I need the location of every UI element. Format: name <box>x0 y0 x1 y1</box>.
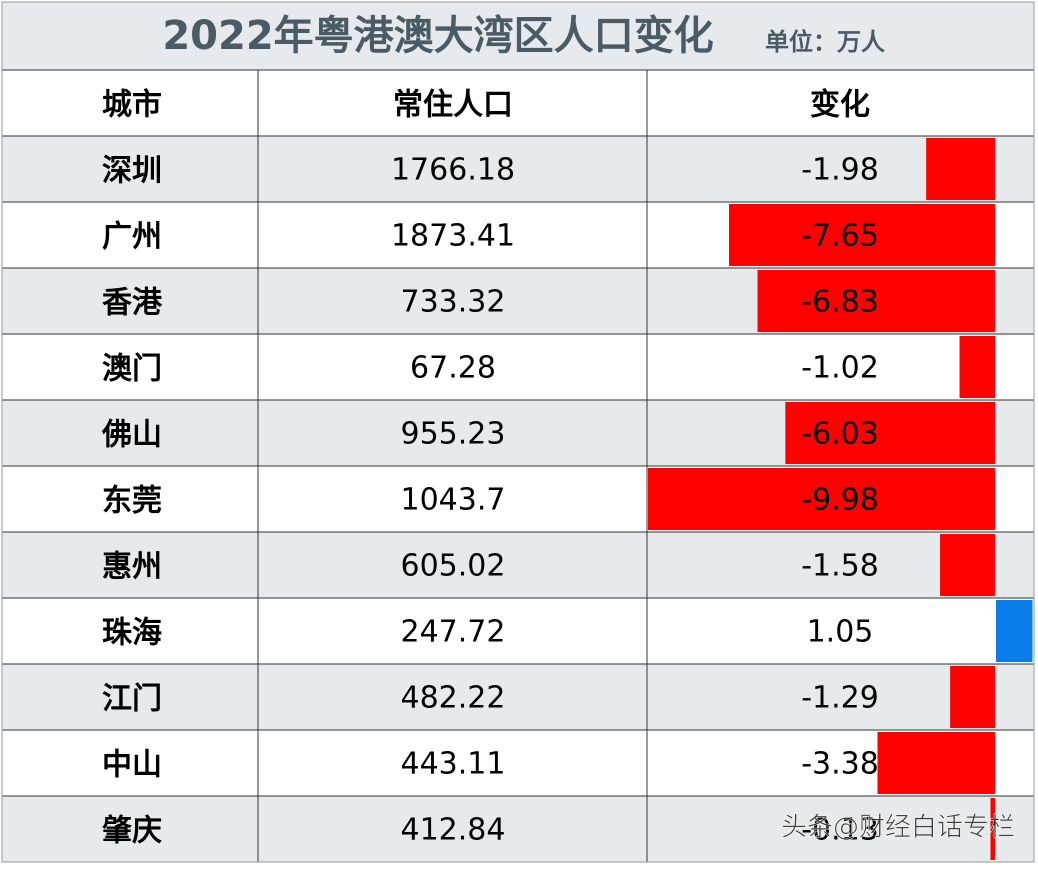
change: -7.65 <box>801 219 879 254</box>
column-header: 常住人口 <box>393 88 513 123</box>
data-bar <box>940 534 995 596</box>
city: 佛山 <box>101 418 162 453</box>
change: -1.98 <box>801 153 879 188</box>
row-band <box>2 664 1034 730</box>
data-bar <box>648 468 995 530</box>
population: 412.84 <box>401 813 506 848</box>
change: -1.58 <box>801 549 879 584</box>
population: 1766.18 <box>391 153 515 188</box>
data-bar <box>996 600 1033 662</box>
data-bar <box>950 666 995 728</box>
change: -6.03 <box>801 417 879 452</box>
change: -9.98 <box>801 483 879 518</box>
population: 482.22 <box>401 681 506 716</box>
city: 香港 <box>102 286 163 321</box>
data-bar <box>785 402 995 464</box>
column-header: 城市 <box>102 88 162 123</box>
column-header: 变化 <box>810 88 870 123</box>
data-bar <box>959 336 995 398</box>
city: 中山 <box>102 748 162 783</box>
city: 东莞 <box>102 484 162 519</box>
row-band <box>2 334 1034 400</box>
watermark: 头条@财经白话专栏 <box>781 813 1015 843</box>
city: 广州 <box>102 220 162 255</box>
unit: 单位：万人 <box>765 28 885 56</box>
population: 443.11 <box>401 747 506 782</box>
population: 67.28 <box>410 351 496 386</box>
population: 733.32 <box>401 285 506 320</box>
city: 深圳 <box>102 154 162 189</box>
row-band <box>2 730 1034 796</box>
title-band <box>2 2 1034 70</box>
city: 惠州 <box>102 550 162 585</box>
data-bar <box>990 798 995 860</box>
change: -1.02 <box>801 351 879 386</box>
city: 江门 <box>102 682 162 717</box>
population: 1043.7 <box>401 483 506 518</box>
change: 1.05 <box>807 615 874 650</box>
change: -1.29 <box>801 681 879 716</box>
row-band <box>2 598 1034 664</box>
data-bar <box>926 138 995 200</box>
city: 肇庆 <box>102 814 162 849</box>
population: 955.23 <box>401 417 506 452</box>
data-bar <box>757 270 995 332</box>
change: -3.38 <box>801 747 879 782</box>
change: -0.13 <box>801 813 879 848</box>
population: 1873.41 <box>391 219 515 254</box>
row-band <box>2 532 1034 598</box>
city: 澳门 <box>102 352 162 387</box>
change: -6.83 <box>801 285 879 320</box>
population: 247.72 <box>401 615 506 650</box>
city: 珠海 <box>102 616 162 651</box>
row-band <box>2 136 1034 202</box>
data-bar <box>729 204 995 266</box>
row-band <box>2 796 1034 862</box>
title: 2022年粤港澳大湾区人口变化 <box>162 13 713 59</box>
data-bar <box>877 732 995 794</box>
population: 605.02 <box>401 549 506 584</box>
